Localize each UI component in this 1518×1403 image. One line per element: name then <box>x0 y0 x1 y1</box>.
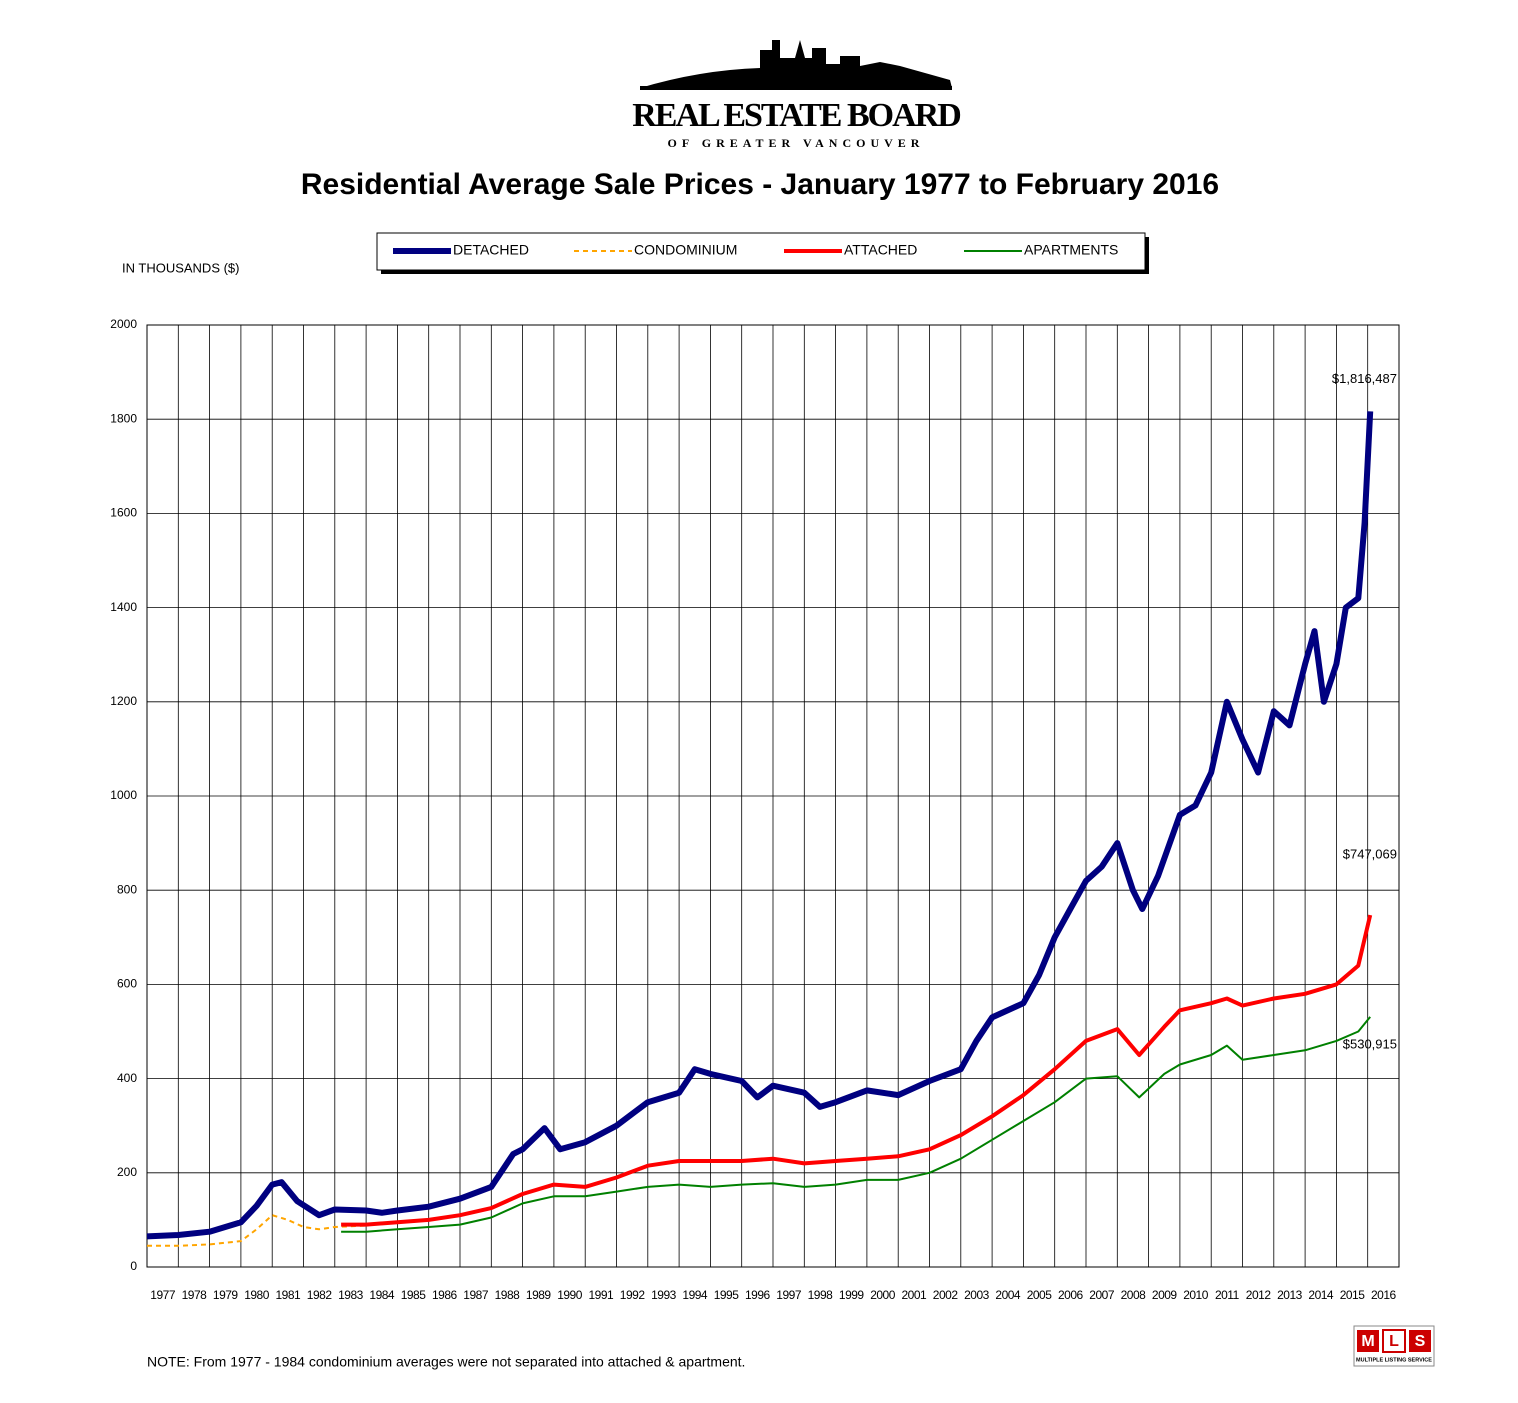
mls-letter: M <box>1361 1333 1374 1350</box>
x-tick-label: 1985 <box>401 1288 427 1302</box>
skyline <box>640 40 952 88</box>
x-tick-label: 2000 <box>870 1288 896 1302</box>
x-tick-label: 2002 <box>933 1288 959 1302</box>
mls-box <box>1409 1330 1431 1352</box>
x-tick-label: 1998 <box>808 1288 834 1302</box>
x-tick-label: 2004 <box>995 1288 1021 1302</box>
y-tick-label: 800 <box>117 882 137 896</box>
legend-label: APARTMENTS <box>1024 242 1118 258</box>
x-tick-label: 1988 <box>495 1288 521 1302</box>
y-tick-label: 1200 <box>110 694 137 708</box>
x-tick-label: 2006 <box>1058 1288 1084 1302</box>
x-tick-label: 1995 <box>714 1288 740 1302</box>
y-tick-label: 1600 <box>110 506 137 520</box>
mls-letter: S <box>1415 1333 1426 1350</box>
y-tick-label: 600 <box>117 977 137 991</box>
x-tick-label: 1977 <box>150 1288 176 1302</box>
y-tick-label: 1000 <box>110 788 137 802</box>
y-tick-label: 1400 <box>110 600 137 614</box>
y-tick-label: 0 <box>130 1259 137 1273</box>
series-line <box>341 1016 1371 1233</box>
x-tick-label: 1981 <box>275 1288 301 1302</box>
x-tick-label: 1989 <box>526 1288 552 1302</box>
chart-title: Residential Average Sale Prices - Januar… <box>301 168 1219 201</box>
annotation: $530,915 <box>1343 1036 1397 1051</box>
mls-logo: M L S MULTIPLE LISTING SERVICE <box>1353 1325 1435 1367</box>
x-tick-label: 1993 <box>651 1288 677 1302</box>
x-tick-label: 2003 <box>964 1288 990 1302</box>
series-line <box>146 411 1374 1240</box>
mls-box <box>1382 1329 1406 1353</box>
x-tick-label: 1992 <box>620 1288 646 1302</box>
x-tick-label: 1997 <box>776 1288 802 1302</box>
series-line <box>147 1214 367 1247</box>
x-tick-label: 1983 <box>338 1288 364 1302</box>
x-tick-label: 2012 <box>1246 1288 1272 1302</box>
y-tick-label: 200 <box>117 1165 137 1179</box>
x-tick-label: 2011 <box>1215 1288 1240 1302</box>
y-tick-label: 1800 <box>110 411 137 425</box>
x-tick-label: 1986 <box>432 1288 458 1302</box>
x-tick-label: 1996 <box>745 1288 771 1302</box>
legend-label: DETACHED <box>453 242 529 258</box>
annotation: $747,069 <box>1343 847 1397 862</box>
logo-sub: OF GREATER VANCOUVER <box>668 136 925 150</box>
x-tick-label: 1978 <box>182 1288 208 1302</box>
x-tick-label: 2014 <box>1308 1288 1334 1302</box>
mls-box <box>1357 1330 1379 1352</box>
note: NOTE: From 1977 - 1984 condominium avera… <box>147 1354 745 1370</box>
x-tick-label: 2007 <box>1089 1288 1115 1302</box>
x-tick-label: 1980 <box>244 1288 270 1302</box>
logo: REAL ESTATE BOARD OF GREATER VANCOUVER <box>632 40 962 150</box>
x-tick-label: 1987 <box>463 1288 489 1302</box>
x-tick-label: 1990 <box>557 1288 583 1302</box>
x-tick-label: 2001 <box>901 1288 927 1302</box>
mls-sub: MULTIPLE LISTING SERVICE <box>1356 1357 1432 1363</box>
mls-letter: L <box>1389 1333 1399 1350</box>
annotation: $1,816,487 <box>1332 371 1397 386</box>
legend-label: CONDOMINIUM <box>634 242 737 258</box>
x-tick-label: 1979 <box>213 1288 239 1302</box>
x-tick-label: 2009 <box>1152 1288 1178 1302</box>
y-tick-label: 400 <box>117 1071 137 1085</box>
y-tick-label: 2000 <box>110 317 137 331</box>
x-tick-label: 1999 <box>839 1288 865 1302</box>
logo-rule <box>640 86 952 90</box>
series-line <box>341 914 1373 1227</box>
logo-name: REAL ESTATE BOARD <box>632 97 960 134</box>
x-tick-label: 2013 <box>1277 1288 1303 1302</box>
x-tick-label: 1991 <box>588 1288 614 1302</box>
x-tick-label: 2015 <box>1340 1288 1366 1302</box>
y-axis-label: IN THOUSANDS ($) <box>122 260 240 275</box>
x-tick-label: 1984 <box>369 1288 395 1302</box>
x-tick-label: 2008 <box>1121 1288 1147 1302</box>
legend-label: ATTACHED <box>844 242 917 258</box>
x-tick-label: 2005 <box>1027 1288 1053 1302</box>
x-tick-label: 1982 <box>307 1288 333 1302</box>
x-tick-label: 1994 <box>682 1288 708 1302</box>
x-tick-label: 2010 <box>1183 1288 1209 1302</box>
x-tick-label: 2016 <box>1371 1288 1397 1302</box>
